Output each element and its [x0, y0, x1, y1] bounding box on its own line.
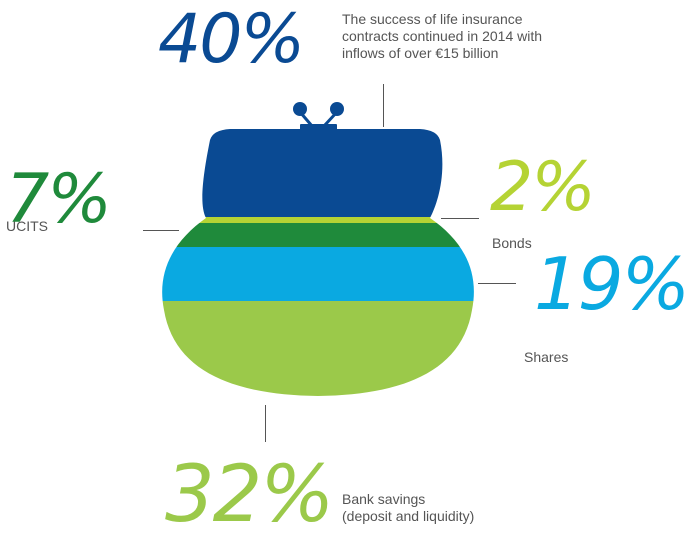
purse-clasp — [293, 102, 344, 132]
clasp-knob-left — [293, 102, 307, 116]
segment-bonds — [162, 217, 474, 223]
percent-ucits: 7% — [6, 160, 112, 239]
percent-bonds: 2% — [490, 148, 596, 227]
clasp-knob-right — [330, 102, 344, 116]
label-shares: Shares — [524, 349, 569, 365]
label-bonds: Bonds — [492, 235, 532, 251]
connector-shares — [478, 283, 516, 284]
connector-bank-savings — [265, 405, 266, 442]
percent-shares: 19% — [534, 242, 690, 326]
connector-bonds — [441, 218, 479, 219]
label-life-insurance: The success of life insurance contracts … — [342, 11, 543, 61]
segment-bank-savings — [162, 301, 474, 396]
percent-bank-savings: 32% — [165, 450, 334, 540]
segment-life-insurance — [162, 129, 474, 217]
percent-life-insurance: 40% — [158, 0, 305, 79]
connector-life-insurance — [383, 84, 384, 127]
segment-ucits — [162, 223, 474, 247]
segment-shares — [162, 247, 474, 301]
connector-ucits — [143, 230, 179, 231]
label-bank-savings: Bank savings (deposit and liquidity) — [342, 491, 475, 524]
label-ucits: UCITS — [6, 218, 48, 234]
